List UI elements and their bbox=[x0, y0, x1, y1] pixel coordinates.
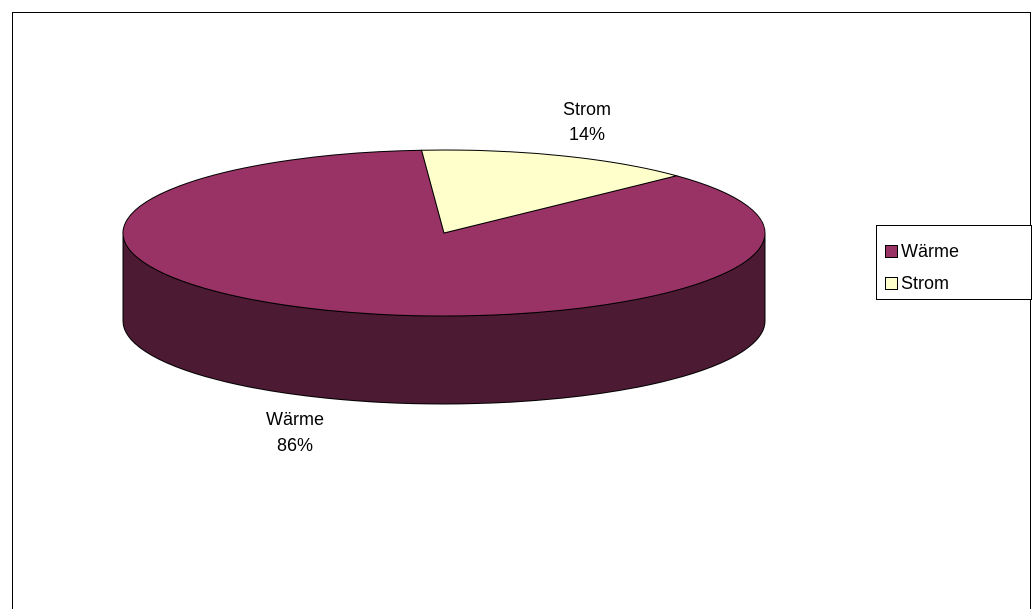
legend-label-strom: Strom bbox=[901, 272, 950, 293]
data-label-strom-percent: 14% bbox=[569, 124, 605, 144]
data-label-waerme-percent: 86% bbox=[277, 435, 313, 455]
chart-legend: Wärme Strom bbox=[876, 225, 1032, 300]
pie-slice-strom bbox=[420, 149, 679, 234]
legend-swatch-waerme bbox=[885, 244, 898, 258]
chart-area bbox=[12, 12, 1031, 609]
legend-item-waerme: Wärme bbox=[885, 240, 959, 262]
legend-item-strom: Strom bbox=[885, 272, 949, 294]
legend-label-waerme: Wärme bbox=[901, 240, 959, 261]
legend-swatch-strom bbox=[885, 276, 898, 290]
data-label-waerme-name: Wärme bbox=[266, 409, 324, 429]
data-label-strom-name: Strom bbox=[563, 99, 611, 119]
